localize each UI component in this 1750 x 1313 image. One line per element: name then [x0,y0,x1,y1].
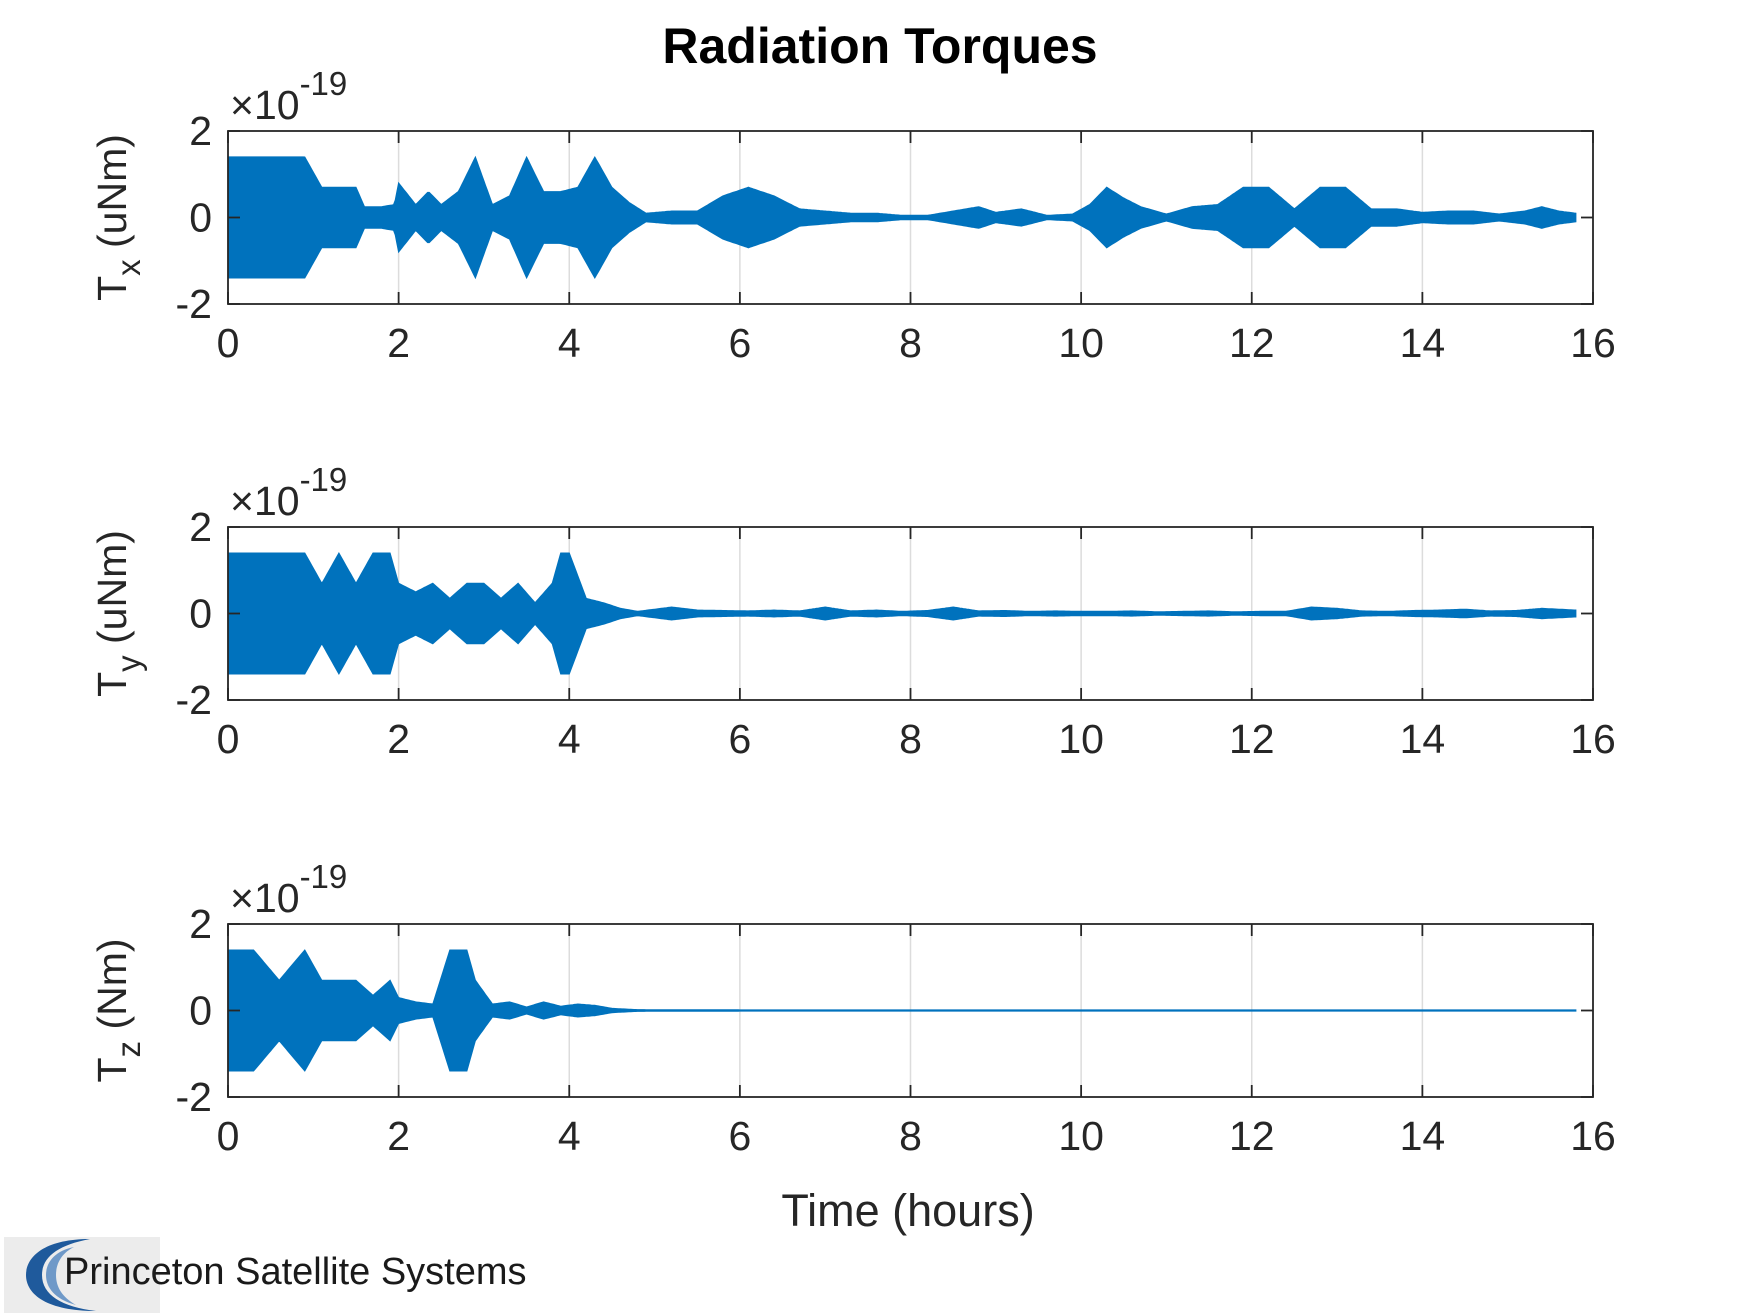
x-tick-label: 4 [558,716,581,762]
exponent-label: ×10-19 [230,65,347,128]
x-tick-label: 2 [387,1113,410,1159]
x-tick-label: 10 [1058,716,1104,762]
x-tick-label: 6 [728,1113,751,1159]
y-tick-label: 0 [189,195,212,241]
x-tick-label: 14 [1400,1113,1446,1159]
x-tick-label: 12 [1229,716,1275,762]
y-label-unit: (uNm) [89,530,135,655]
y-label-subscript: y [110,655,147,672]
exponent-base: ×10 [230,82,300,128]
y-tick-label: 2 [189,504,212,550]
y-label-main: T [89,276,135,301]
princeton-satellite-systems-logo: Princeton Satellite Systems [4,1237,604,1313]
y-label-main: T [89,672,135,697]
x-tick-label: 0 [217,716,240,762]
x-tick-label: 6 [728,320,751,366]
chart-title: Radiation Torques [662,18,1097,74]
x-tick-label: 16 [1570,716,1616,762]
y-axis-label: Tz (Nm) [89,938,147,1082]
x-tick-label: 16 [1570,320,1616,366]
x-tick-label: 10 [1058,1113,1104,1159]
exponent-base: ×10 [230,478,300,524]
x-tick-label: 0 [217,320,240,366]
y-tick-label: 0 [189,591,212,637]
x-tick-label: 16 [1570,1113,1616,1159]
x-tick-label: 12 [1229,1113,1275,1159]
x-tick-label: 14 [1400,320,1446,366]
x-tick-label: 6 [728,716,751,762]
x-tick-label: 4 [558,1113,581,1159]
y-tick-label: 2 [189,108,212,154]
y-tick-label: -2 [176,281,212,327]
exponent-base: ×10 [230,875,300,921]
x-tick-label: 10 [1058,320,1104,366]
swoosh-logo-icon [4,1237,160,1313]
y-label-main: T [89,1057,135,1082]
x-axis-label: Time (hours) [781,1185,1034,1236]
x-tick-label: 8 [899,320,922,366]
x-tick-label: 2 [387,320,410,366]
x-tick-label: 8 [899,1113,922,1159]
x-tick-label: 8 [899,716,922,762]
x-tick-label: 4 [558,320,581,366]
y-tick-label: 0 [189,988,212,1034]
exponent-label: ×10-19 [230,461,347,524]
x-tick-label: 14 [1400,716,1446,762]
x-tick-label: 0 [217,1113,240,1159]
y-label-subscript: x [110,259,147,276]
x-tick-label: 12 [1229,320,1275,366]
y-tick-label: 2 [189,901,212,947]
y-label-subscript: z [110,1041,147,1058]
y-axis-label: Ty (uNm) [89,530,147,697]
company-name: Princeton Satellite Systems [64,1251,527,1293]
y-label-unit: (Nm) [89,938,135,1040]
exponent-power: -19 [300,858,348,895]
y-tick-label: -2 [176,677,212,723]
y-label-unit: (uNm) [89,134,135,259]
x-tick-label: 2 [387,716,410,762]
exponent-power: -19 [300,65,348,102]
y-tick-label: -2 [176,1074,212,1120]
y-axis-label: Tx (uNm) [89,134,147,301]
exponent-label: ×10-19 [230,858,347,921]
exponent-power: -19 [300,461,348,498]
